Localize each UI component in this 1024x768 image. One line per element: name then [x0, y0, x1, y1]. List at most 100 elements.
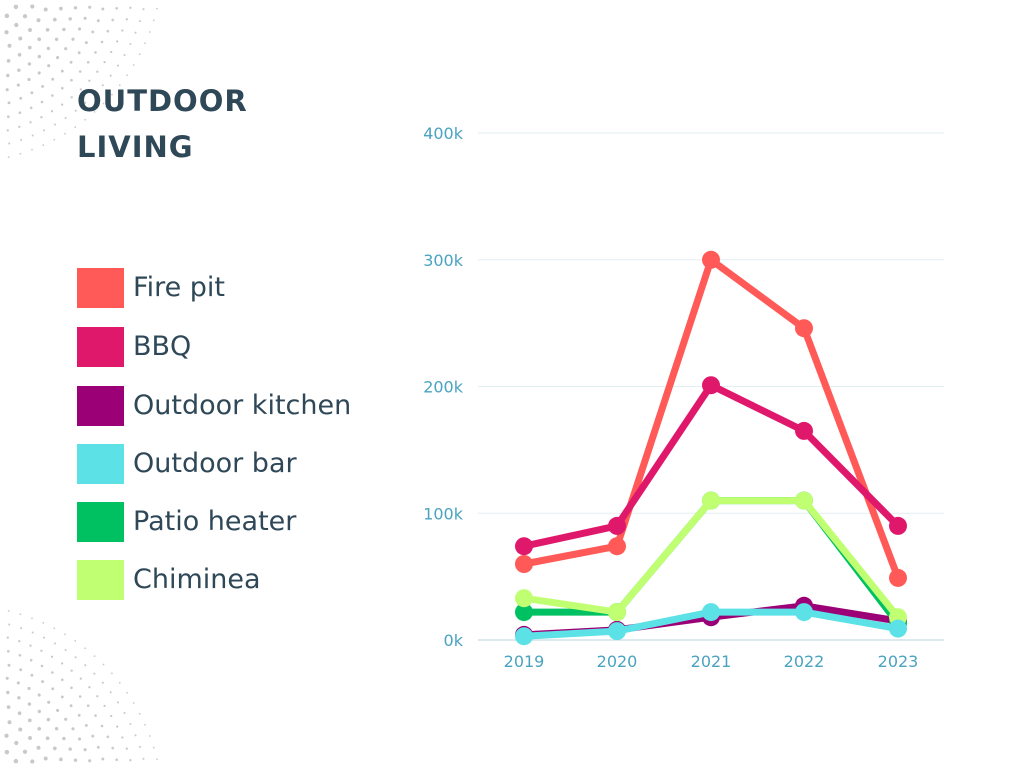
- decorative-dot: [148, 735, 151, 737]
- data-point-chiminea: [608, 603, 626, 622]
- decorative-dot: [29, 121, 32, 124]
- decorative-dot: [50, 110, 54, 113]
- data-point-fire-pit: [889, 568, 907, 587]
- decorative-dot: [115, 7, 118, 10]
- decorative-dot: [96, 70, 99, 73]
- decorative-dot: [27, 45, 32, 50]
- data-point-chiminea: [795, 491, 813, 510]
- decorative-dot: [50, 655, 54, 658]
- data-point-fire-pit: [795, 319, 813, 338]
- decorative-dot: [101, 681, 104, 684]
- decorative-dot: [116, 701, 120, 704]
- decorative-dot: [71, 727, 75, 731]
- decorative-dot: [125, 18, 128, 21]
- decorative-dot: [14, 22, 19, 28]
- decorative-dot: [52, 17, 57, 22]
- decorative-dot: [51, 77, 55, 81]
- decorative-dot: [83, 16, 87, 20]
- decorative-dot: [7, 610, 10, 612]
- decorative-dot: [7, 650, 10, 653]
- decorative-dot: [152, 746, 155, 749]
- decorative-dot: [18, 654, 22, 657]
- decorative-dot: [70, 78, 73, 82]
- decorative-dot: [53, 123, 57, 126]
- decorative-dot: [123, 53, 126, 57]
- decorative-dot: [71, 37, 75, 41]
- decorative-dot: [59, 757, 63, 762]
- decorative-dot: [17, 696, 21, 700]
- decorative-dot: [8, 142, 11, 145]
- title-line-1: OUTDOOR: [77, 84, 248, 118]
- decorative-dot: [13, 758, 19, 764]
- decorative-dot: [60, 662, 64, 665]
- data-point-outdoor-bar: [608, 622, 626, 641]
- legend-label-outdoor-kitchen: Outdoor kitchen: [133, 390, 352, 421]
- legend-item-chiminea: Chiminea: [77, 560, 397, 600]
- decorative-dot: [7, 720, 12, 725]
- decorative-dot: [31, 148, 33, 151]
- decorative-dot: [79, 88, 82, 91]
- decorative-dot: [100, 724, 104, 728]
- decorative-dot: [59, 6, 63, 11]
- decorative-dot: [19, 96, 23, 100]
- decorative-dot: [51, 687, 55, 691]
- decorative-dot: [64, 132, 66, 135]
- decorative-dot: [36, 745, 41, 750]
- decorative-dot: [101, 757, 105, 761]
- decorative-dot: [4, 30, 9, 35]
- decorative-dot: [118, 84, 121, 87]
- decorative-dot: [56, 708, 60, 712]
- decorative-dot: [13, 4, 19, 10]
- y-tick-label: 400k: [423, 124, 464, 143]
- decorative-dot: [116, 40, 119, 43]
- decorative-dot: [129, 722, 132, 726]
- legend-swatch-fire-pit: [77, 268, 124, 308]
- x-tick-label: 2022: [784, 652, 825, 671]
- page-title: OUTDOOR LIVING: [77, 78, 248, 170]
- data-point-bbq: [889, 516, 907, 535]
- decorative-dot: [132, 702, 135, 704]
- decorative-dot: [103, 704, 106, 708]
- legend-item-patio-heater: Patio heater: [77, 502, 397, 542]
- decorative-dot: [45, 27, 50, 32]
- decorative-dot: [14, 740, 19, 746]
- decorative-dot: [138, 712, 141, 715]
- decorative-dot: [129, 42, 132, 46]
- legend-swatch-bbq: [77, 327, 124, 367]
- decorative-dot: [109, 74, 112, 77]
- legend-label-chiminea: Chiminea: [133, 564, 261, 595]
- decorative-dot: [30, 673, 34, 677]
- decorative-dot: [17, 52, 22, 57]
- decorative-dot: [111, 746, 114, 750]
- decorative-dot: [93, 111, 96, 113]
- decorative-dot: [129, 759, 132, 762]
- decorative-dot: [148, 31, 151, 33]
- data-point-outdoor-bar: [889, 619, 907, 638]
- decorative-dot: [84, 664, 87, 667]
- decorative-dot: [86, 704, 90, 707]
- decorative-dot: [138, 53, 141, 56]
- decorative-dot: [29, 644, 32, 647]
- x-tick-label: 2021: [691, 652, 732, 671]
- decorative-dot: [4, 749, 10, 755]
- decorative-dot: [29, 658, 33, 662]
- legend-label-outdoor-bar: Outdoor bar: [133, 448, 297, 479]
- decorative-dot: [62, 27, 66, 32]
- legend-label-bbq: BBQ: [133, 331, 192, 362]
- decorative-dot: [93, 93, 96, 96]
- decorative-dot: [17, 711, 22, 716]
- decorative-dot: [134, 734, 137, 737]
- data-point-fire-pit: [515, 555, 533, 573]
- decorative-dot: [64, 47, 68, 51]
- decorative-dot: [109, 691, 112, 694]
- decorative-dot: [138, 20, 141, 23]
- decorative-dot: [28, 28, 32, 32]
- decorative-dot: [7, 115, 10, 118]
- decorative-dot: [88, 79, 91, 82]
- decorative-dot: [36, 18, 41, 23]
- x-tick-label: 2020: [597, 652, 638, 671]
- decorative-dot: [96, 19, 100, 23]
- decorative-dot: [64, 116, 67, 120]
- decorative-dot: [6, 690, 10, 695]
